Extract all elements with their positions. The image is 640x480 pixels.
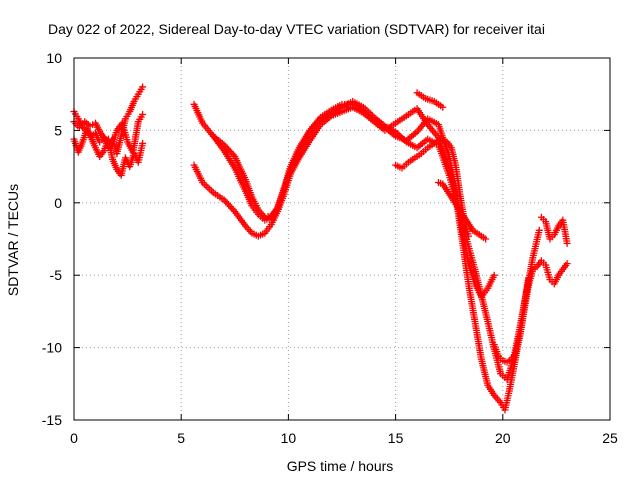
data-point [228,204,236,212]
chart-title: Day 022 of 2022, Sidereal Day-to-day VTE… [48,21,545,37]
y-tick-label: 10 [46,50,62,66]
data-point [229,151,237,159]
y-axis-title: SDTVAR / TECUs [5,184,21,296]
x-axis-title: GPS time / hours [287,458,394,474]
data-point [228,149,236,157]
data-point [482,235,490,243]
data-point [535,226,543,234]
data-point [220,196,228,204]
data-point [563,260,571,268]
x-tick-label: 25 [602,430,618,446]
data-point [223,199,231,207]
data-point [439,103,447,111]
y-tick-label: -10 [42,340,62,356]
data-series [70,83,571,414]
y-tick-label: 0 [54,195,62,211]
data-point [563,239,571,247]
x-tick-label: 15 [388,430,404,446]
y-tick-label: 5 [54,122,62,138]
y-tick-label: -15 [42,412,62,428]
data-point [226,147,234,155]
y-tick-label: -5 [50,267,63,283]
plot-frame [73,57,611,421]
data-point [139,83,147,91]
data-point [206,185,214,193]
grid [74,58,610,420]
data-point [222,198,230,206]
data-point [204,184,212,192]
data-point [464,232,472,240]
x-tick-label: 20 [495,430,511,446]
data-point [208,187,216,195]
data-point [225,201,233,209]
data-point [139,110,147,118]
x-tick-label: 10 [281,430,297,446]
data-point [490,271,498,279]
x-tick-label: 0 [70,430,78,446]
data-point [226,203,234,211]
data-point [202,182,210,190]
axis-ticks: 0 5 10 15 20 25 -15 -10 -5 0 5 10 [42,50,618,446]
x-tick-label: 5 [177,430,185,446]
data-point [139,139,147,147]
